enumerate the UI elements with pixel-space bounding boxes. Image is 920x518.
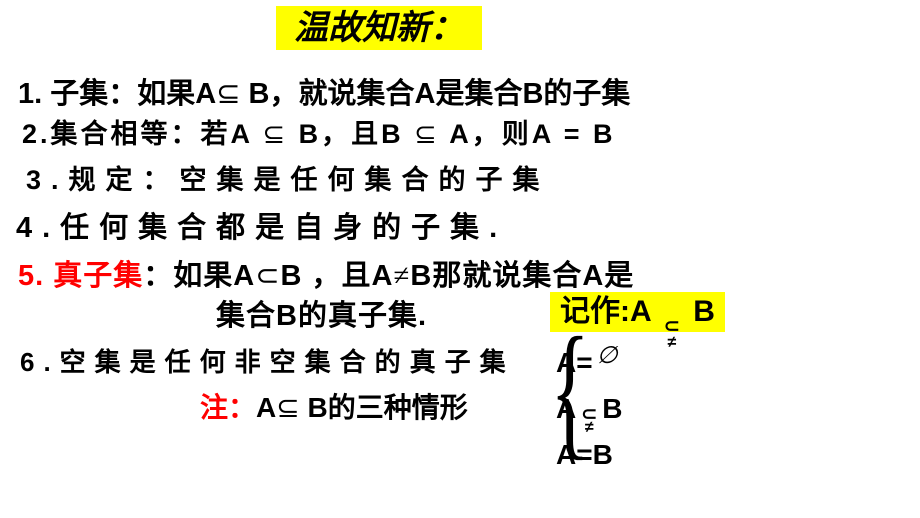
line-5-continuation: 集合B的真子集. bbox=[216, 292, 427, 334]
line-3-empty-set-rule: 3.规定：空集是任何集合的子集 bbox=[26, 158, 550, 197]
l2-p3: A，则A = B bbox=[440, 119, 616, 149]
line-4-self-subset: 4.任何集合都是自身的子集. bbox=[16, 204, 507, 246]
case-1: A= ∅ bbox=[556, 340, 622, 386]
title-text: 温故知新： bbox=[294, 9, 464, 47]
line-5-proper-subset: 5. 真子集：如果A⊂B ，且A≠B那就说集合A是 bbox=[18, 252, 634, 294]
l5-heading: 5. 真子集 bbox=[18, 260, 143, 292]
l6-text: 6.空集是任何非空集合的真子集 bbox=[20, 347, 515, 377]
note-line: 注：A⊆ B的三种情形 bbox=[200, 386, 468, 426]
title-highlight: 温故知新： bbox=[276, 6, 482, 50]
note-p2: B的三种情形 bbox=[300, 392, 468, 423]
case3-text: A=B bbox=[556, 439, 613, 471]
slide: 温故知新： 1. 子集：如果A⊆ B，就说集合A是集合B的子集 2.集合相等：若… bbox=[0, 0, 920, 518]
empty-set-symbol: ∅ bbox=[597, 341, 618, 370]
l2-p1: 2.集合相等：若A bbox=[22, 119, 263, 149]
l5b-text: 集合B的真子集. bbox=[216, 300, 427, 332]
l1-suffix: B，就说集合A是集合B的子集 bbox=[241, 78, 631, 110]
l5-p2: B ，且A bbox=[281, 260, 394, 292]
cases-block: A= ∅ A ⊂≠ B A=B bbox=[556, 340, 622, 478]
case2-left: A bbox=[556, 393, 576, 425]
l2-p2: B，且B bbox=[288, 119, 414, 149]
l5-p3: B那就说集合A是 bbox=[410, 260, 634, 292]
line-2-set-equality: 2.集合相等：若A ⊆ B，且B ⊆ A，则A = B bbox=[22, 112, 616, 151]
case-2: A ⊂≠ B bbox=[556, 386, 622, 432]
notation-B: B bbox=[685, 295, 715, 328]
subset-symbol: ⊆ bbox=[263, 119, 289, 149]
case1-left: A= bbox=[556, 347, 593, 379]
line-1-subset-def: 1. 子集：如果A⊆ B，就说集合A是集合B的子集 bbox=[18, 70, 630, 112]
notation-A: A bbox=[630, 295, 659, 328]
case-3: A=B bbox=[556, 432, 622, 478]
l4-text: 4.任何集合都是自身的子集. bbox=[16, 212, 507, 244]
subset-symbol: ⊆ bbox=[276, 393, 299, 424]
case2-right: B bbox=[602, 393, 622, 425]
line-6-empty-proper-subset: 6.空集是任何非空集合的真子集 bbox=[20, 342, 515, 379]
subset-symbol: ⊆ bbox=[414, 119, 440, 149]
note-heading: 注： bbox=[200, 392, 256, 423]
l1-prefix: 1. 子集：如果A bbox=[18, 78, 216, 110]
proper-subset-symbol: ⊂ bbox=[255, 260, 280, 292]
subset-symbol: ⊆ bbox=[216, 78, 240, 110]
note-p1: A bbox=[256, 392, 276, 423]
l3-text: 3.规定：空集是任何集合的子集 bbox=[26, 165, 550, 195]
l5-p1: ：如果A bbox=[143, 260, 255, 292]
not-equal-symbol: ≠ bbox=[393, 260, 410, 292]
